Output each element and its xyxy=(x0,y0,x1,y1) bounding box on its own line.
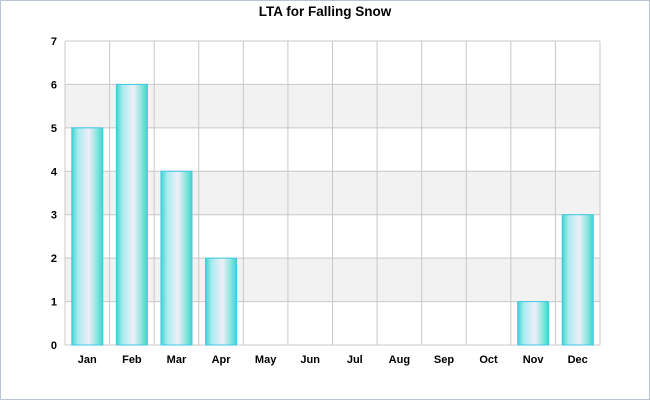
x-tick-label: May xyxy=(255,354,277,366)
x-tick-label: Aug xyxy=(389,354,410,366)
chart-title: LTA for Falling Snow xyxy=(258,4,392,19)
y-tick-label: 5 xyxy=(51,123,57,135)
x-tick-label: Sep xyxy=(434,354,454,366)
bar-apr xyxy=(205,257,238,346)
bar-dec xyxy=(561,214,594,346)
y-tick-label: 7 xyxy=(51,36,57,48)
bar-nov xyxy=(517,301,550,346)
x-tick-label: Oct xyxy=(479,354,498,366)
x-tick-label: Jun xyxy=(300,354,320,366)
x-tick-label: Dec xyxy=(568,354,588,366)
bar-feb xyxy=(115,83,148,346)
y-tick-label: 4 xyxy=(51,166,58,178)
y-tick-label: 0 xyxy=(51,340,57,352)
x-tick-label: Jan xyxy=(78,354,97,366)
x-tick-label: Apr xyxy=(212,354,232,366)
x-tick-label: Feb xyxy=(122,354,142,366)
y-tick-label: 2 xyxy=(51,253,57,265)
y-tick-label: 3 xyxy=(51,210,57,222)
x-tick-label: Nov xyxy=(523,354,545,366)
bar-mar xyxy=(160,170,193,346)
bar-jan xyxy=(71,127,104,346)
x-tick-label: Jul xyxy=(347,354,363,366)
y-tick-label: 1 xyxy=(51,297,57,309)
x-tick-label: Mar xyxy=(167,354,187,366)
y-tick-label: 6 xyxy=(51,79,57,91)
